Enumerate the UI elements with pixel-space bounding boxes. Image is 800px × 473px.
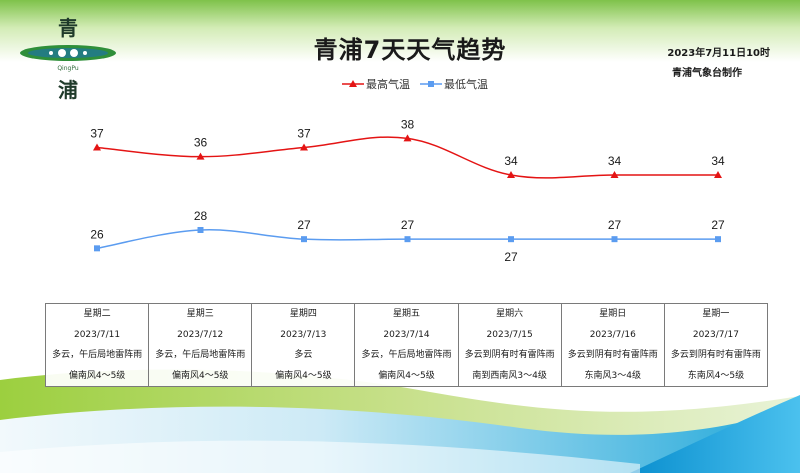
forecast-day: 星期四 2023/7/13 多云偏南风4～5级 [251, 303, 356, 387]
forecast-day: 星期一 2023/7/17 多云到阴有时有雷阵雨 东南风4～5级 [663, 303, 769, 387]
high-temp-point [403, 134, 412, 142]
forecast-wind: 偏南风4～5级 [171, 370, 229, 381]
low-temp-point [94, 245, 100, 252]
high-temp-point [93, 143, 101, 151]
forecast-weekday: 星期五 [392, 309, 420, 319]
low-temp-label: 27 [297, 218, 311, 232]
low-temp-point [715, 236, 721, 243]
legend-low-label: 最低气温 [444, 78, 488, 91]
blue-wedge [630, 395, 800, 473]
lake-emblem [20, 45, 116, 61]
forecast-date: 2023/7/12 [177, 329, 224, 340]
high-temp-label: 34 [504, 154, 518, 168]
high-temp-point [610, 171, 619, 178]
qingpu-logo: 青 QingPu 浦 [16, 12, 120, 102]
forecast-wind: 偏南风4～5级 [275, 370, 332, 381]
forecast-wind: 偏南风4～5级 [68, 370, 126, 381]
forecast-weekday: 星期六 [496, 309, 524, 319]
forecast-date: 2023/7/16 [589, 329, 636, 340]
forecast-wind: 偏南风4～5级 [378, 370, 435, 381]
forecast-weekday: 星期一 [702, 309, 730, 319]
low-temp-label: 27 [608, 218, 622, 232]
forecast-day: 星期日 2023/7/16 多云到阴有时有雷阵雨 东南风3～4级 [560, 303, 665, 387]
legend-high-marker [342, 80, 364, 87]
credit-text: 青浦气象台制作 [672, 68, 742, 79]
logo-roman: QingPu [57, 65, 79, 72]
low-temp-label: 27 [401, 218, 415, 232]
forecast-day: 星期五 2023/7/14 多云，午后局地雷阵雨 偏南风4～5级 [354, 303, 459, 387]
high-temp-label: 37 [90, 127, 104, 141]
forecast-table: 星期二 2023/7/11 多云，午后局地雷阵雨 偏南风4～5级 星期三 2023/7/1… [44, 303, 769, 387]
forecast-weather: 多云到阴有时有雷阵雨 [567, 350, 658, 360]
temperature-chart: 37 36 37 38 34 34 34 26 28 27 27 27 27 27 [90, 117, 725, 264]
legend-high: 最高气温 [342, 76, 410, 92]
low-temp-label: 27 [504, 250, 518, 264]
forecast-weekday: 星期日 [599, 309, 627, 319]
high-temp-label: 38 [401, 117, 415, 131]
high-temp-point [714, 171, 722, 178]
forecast-date: 2023/7/13 [280, 329, 327, 340]
page-title: 青浦7天天气趋势 [313, 36, 507, 64]
issue-date: 2023年7月11日10时 [667, 48, 770, 59]
legend-low-marker [420, 81, 442, 87]
high-temp-label: 34 [711, 154, 725, 168]
high-temp-point [507, 171, 515, 178]
forecast-date: 2023/7/14 [383, 329, 430, 340]
legend-low: 最低气温 [420, 76, 488, 92]
high-temp-label: 34 [608, 154, 622, 168]
legend-high-label: 最高气温 [366, 78, 410, 91]
forecast-weather: 多云，午后局地雷阵雨 [155, 350, 246, 360]
high-temp-label: 37 [297, 127, 311, 141]
low-temp-point [301, 236, 307, 243]
high-temp-label: 36 [194, 136, 208, 150]
high-temp-point [196, 152, 205, 160]
low-temp-point [404, 236, 411, 243]
forecast-weather: 多云，午后局地雷阵雨 [361, 350, 452, 360]
forecast-day: 星期二 2023/7/11 多云，午后局地雷阵雨 偏南风4～5级 [44, 303, 150, 387]
white-wave [0, 440, 640, 473]
forecast-weather: 多云，午后局地雷阵雨 [52, 350, 143, 360]
forecast-date: 2023/7/11 [73, 329, 121, 340]
low-temp-label: 27 [711, 218, 725, 232]
forecast-day: 星期六 2023/7/15 多云到阴有时有雷阵雨 南到西南风3～4级 [457, 303, 562, 387]
high-temp-line [96, 136, 718, 179]
low-temp-point [611, 236, 618, 243]
high-temp-point [300, 143, 308, 151]
forecast-weekday: 星期三 [186, 309, 214, 319]
low-temp-point [508, 236, 514, 243]
forecast-weekday: 星期二 [83, 309, 111, 319]
forecast-wind: 东南风3～4级 [584, 370, 641, 381]
forecast-weather: 多云到阴有时有雷阵雨 [670, 350, 761, 360]
low-temp-point [197, 227, 204, 233]
low-temp-label: 28 [194, 209, 208, 223]
low-temp-label: 26 [90, 227, 104, 241]
forecast-date: 2023/7/17 [692, 329, 739, 340]
forecast-weekday: 星期四 [289, 309, 317, 319]
forecast-weather: 多云到阴有时有雷阵雨 [464, 350, 555, 360]
forecast-wind: 南到西南风3～4级 [472, 370, 547, 381]
forecast-day: 星期三 2023/7/12 多云，午后局地雷阵雨 偏南风4～5级 [148, 303, 253, 387]
forecast-date: 2023/7/15 [486, 329, 533, 340]
forecast-row: 星期二 2023/7/11 多云，午后局地雷阵雨 偏南风4～5级 星期三 2023/7/1… [44, 303, 769, 387]
sky-band [0, 0, 800, 62]
logo-char-bottom: 浦 [58, 78, 78, 102]
forecast-wind: 东南风4～5级 [687, 370, 745, 381]
forecast-weather: 多云 [294, 350, 313, 360]
logo-char-top: 青 [58, 16, 78, 40]
